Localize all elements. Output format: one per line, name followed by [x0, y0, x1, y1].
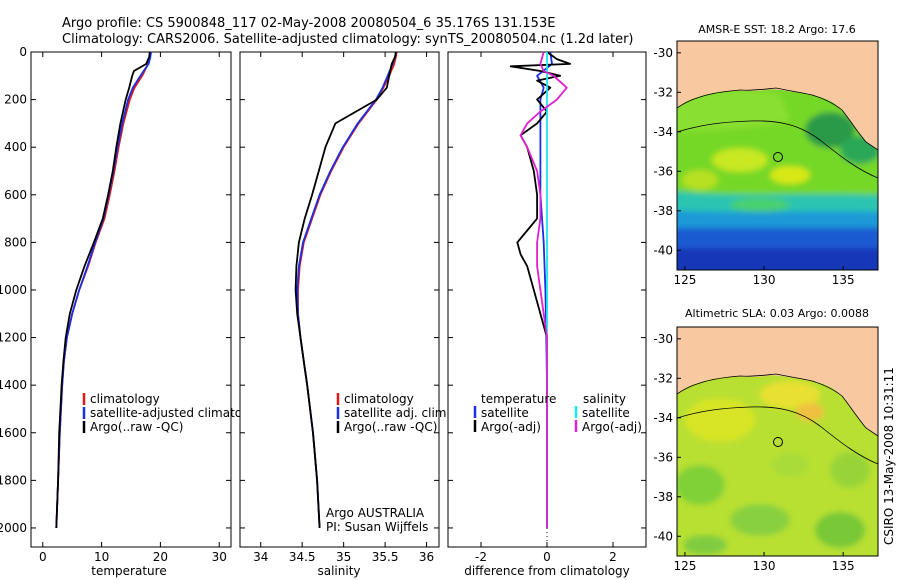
map-x-tick-label: 135 — [832, 273, 855, 287]
map-x-tick-label: 125 — [673, 273, 696, 287]
x-tick-label: 2 — [609, 550, 617, 564]
y-tick-label: 200 — [4, 93, 27, 107]
y-tick-label: 1200 — [0, 331, 27, 345]
temperature-legend: climatology satellite-adjusted climatolo… — [82, 392, 268, 434]
x-tick-label: 35 — [336, 550, 351, 564]
difference-xlabel: difference from climatology — [464, 564, 630, 578]
credit-line-1: Argo AUSTRALIA — [326, 506, 425, 520]
legend-label-satellite: satellite-adjusted climatology — [90, 406, 268, 420]
salinity-legend: climatology satellite adj. clim. Argo(..… — [336, 392, 450, 434]
map-y-tick-label: -38 — [653, 490, 673, 504]
y-tick-label: 400 — [4, 140, 27, 154]
header-line-2: Climatology: CARS2006. Satellite-adjuste… — [62, 32, 634, 47]
x-tick-label: 34 — [253, 550, 268, 564]
x-tick-label: 10 — [94, 550, 109, 564]
x-tick-label: 36 — [419, 550, 434, 564]
x-tick-label: 30 — [212, 550, 227, 564]
map-y-tick-label: -40 — [653, 243, 673, 257]
series-line-argo-raw-qc- — [55, 52, 151, 529]
series-line-argo-raw-qc- — [294, 52, 397, 529]
sla-map-frame — [676, 326, 879, 557]
temperature-panel: 0 10 20 30 0 200 400 600 800 1000 1200 1400 1600 1800… — [0, 45, 268, 578]
side-timestamp: CSIRO 13-May-2008 10:31:11 — [882, 367, 896, 545]
sla-float-marker — [773, 437, 783, 447]
map-y-tick-label: -34 — [653, 411, 673, 425]
legend-label-climatology: climatology — [90, 392, 160, 406]
sst-bathymetry-contour — [677, 120, 878, 179]
y-tick-label: 0 — [19, 45, 27, 59]
legend-label-sal-argo: Argo(-adj) — [582, 420, 642, 434]
temperature-axes-frame — [30, 51, 232, 548]
x-tick-label: 20 — [153, 550, 168, 564]
difference-legend: temperature satellite Argo(-adj) salinit… — [473, 392, 642, 434]
legend-label-temp-satellite: satellite — [481, 406, 529, 420]
map-y-tick-label: -34 — [653, 125, 673, 139]
y-tick-label: 2000 — [0, 521, 27, 535]
map-x-tick-label: 135 — [832, 559, 855, 573]
legend-label-temp-argo: Argo(-adj) — [481, 420, 541, 434]
y-tick-label: 600 — [4, 188, 27, 202]
legend-label-climatology: climatology — [344, 392, 414, 406]
header-line-1: Argo profile: CS 5900848_117 02-May-2008… — [62, 16, 555, 31]
map-y-tick-label: -38 — [653, 204, 673, 218]
x-tick-label: 0 — [39, 550, 47, 564]
sst-map-title: AMSR-E SST: 18.2 Argo: 17.6 — [698, 23, 856, 36]
legend-group-salinity: salinity — [583, 392, 626, 406]
sst-map-frame — [676, 40, 879, 271]
map-y-tick-label: -32 — [653, 85, 673, 99]
map-y-tick-label: -30 — [653, 46, 673, 60]
credit-line-2: PI: Susan Wijffels — [326, 520, 428, 534]
sst-land-mask — [677, 41, 878, 150]
salinity-axes-frame — [239, 51, 440, 548]
series-line-salinity-argo-adj- — [519, 52, 568, 528]
y-tick-label: 1400 — [0, 378, 27, 392]
map-y-tick-label: -32 — [653, 371, 673, 385]
y-tick-label: 1000 — [0, 283, 27, 297]
map-x-tick-label: 125 — [673, 559, 696, 573]
y-tick-label: 800 — [4, 235, 27, 249]
y-tick-label: 1800 — [0, 473, 27, 487]
map-x-tick-label: 130 — [753, 273, 776, 287]
sst-float-marker — [773, 152, 783, 162]
sst-map-panel: AMSR-E SST: 18.2 Argo: 17.6 125 — [653, 23, 879, 287]
legend-label-argo: Argo(..raw -QC) — [344, 420, 437, 434]
legend-label-argo: Argo(..raw -QC) — [90, 420, 183, 434]
sla-land-mask — [677, 327, 878, 436]
x-tick-label: -2 — [475, 550, 487, 564]
salinity-panel: 34 34.5 35 35.5 36 salinity climatology sate… — [239, 51, 450, 578]
map-y-tick-label: -40 — [653, 529, 673, 543]
map-y-tick-label: -36 — [653, 450, 673, 464]
sla-map-title: Altimetric SLA: 0.03 Argo: 0.0088 — [685, 307, 869, 320]
sla-map-panel: Altimetric SLA: 0.03 Argo: 0.0088 125 130… — [653, 307, 879, 573]
legend-label-satellite: satellite adj. clim. — [344, 406, 450, 420]
map-y-tick-label: -36 — [653, 164, 673, 178]
map-y-tick-label: -30 — [653, 332, 673, 346]
salinity-xlabel: salinity — [317, 564, 360, 578]
y-tick-label: 1600 — [0, 426, 27, 440]
legend-group-temperature: temperature — [481, 392, 556, 406]
sst-coastline — [677, 87, 878, 151]
temperature-xlabel: temperature — [91, 564, 166, 578]
sla-coastline — [677, 373, 878, 437]
sla-bathymetry-contour — [677, 406, 878, 465]
x-tick-label: 0 — [543, 550, 551, 564]
difference-panel: -2 0 2 difference from climatology tempera… — [447, 51, 647, 578]
x-tick-label: 35.5 — [372, 550, 399, 564]
legend-label-sal-satellite: satellite — [582, 406, 630, 420]
x-tick-label: 34.5 — [289, 550, 316, 564]
map-x-tick-label: 130 — [753, 559, 776, 573]
